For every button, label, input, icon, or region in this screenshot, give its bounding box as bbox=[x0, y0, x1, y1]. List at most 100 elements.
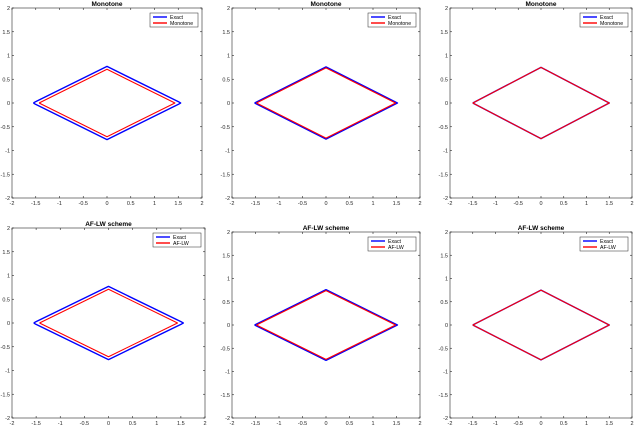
legend-entry: AF-LW bbox=[600, 245, 616, 251]
y-tick-label: 2 bbox=[445, 6, 448, 12]
x-tick-label: -1.5 bbox=[31, 421, 40, 426]
y-tick-label: 1.5 bbox=[222, 253, 230, 259]
x-tick-label: 0.5 bbox=[346, 421, 354, 426]
x-tick-label: -1.5 bbox=[468, 201, 477, 207]
y-tick-label: -2 bbox=[443, 196, 448, 202]
x-tick-label: 2 bbox=[200, 201, 203, 207]
x-tick-label: 1 bbox=[585, 421, 588, 426]
subplot-2: -2 -1.5 -1 -0.5 0 0.5 1 1.5 2 -2 -1.5 -1 -0.5 0 0.5 1 1.… bbox=[221, 1, 422, 207]
x-tick-label: 2 bbox=[203, 421, 206, 426]
series-line-af-lw bbox=[256, 290, 397, 360]
y-tick-label: -2 bbox=[5, 196, 10, 202]
series-line-exact bbox=[33, 65, 182, 141]
x-tick-label: 1 bbox=[153, 201, 156, 207]
y-tick-label: 2 bbox=[7, 226, 10, 232]
subplot-title: AF-LW scheme bbox=[85, 221, 132, 228]
x-tick-label: -1.5 bbox=[251, 201, 260, 207]
subplot-title: AF-LW scheme bbox=[518, 225, 565, 232]
x-tick-label: 0 bbox=[539, 421, 542, 426]
x-tick-label: -0.5 bbox=[79, 201, 88, 207]
y-tick-label: 1.5 bbox=[2, 30, 10, 36]
x-tick-label: -0.5 bbox=[514, 201, 523, 207]
x-tick-label: 1 bbox=[371, 421, 374, 426]
x-tick-label: -0.5 bbox=[298, 201, 307, 207]
y-tick-label: 1.5 bbox=[222, 30, 230, 36]
y-tick-label: 0 bbox=[227, 101, 230, 107]
legend-entry: Exact bbox=[388, 239, 402, 245]
x-tick-label: 0 bbox=[324, 201, 327, 207]
legend-entry: Exact bbox=[388, 15, 402, 21]
x-tick-label: 2 bbox=[630, 201, 633, 207]
x-tick-label: 0 bbox=[107, 421, 110, 426]
x-tick-label: 0 bbox=[539, 201, 542, 207]
x-tick-label: -1 bbox=[493, 421, 498, 426]
y-tick-label: 2 bbox=[227, 230, 230, 236]
subplot-5: -2 -1.5 -1 -0.5 0 0.5 1 1.5 2 -2 -1.5 -1 -0.5 0 0.5 1 1.… bbox=[221, 225, 422, 426]
y-tick-label: 2 bbox=[7, 6, 10, 12]
y-tick-label: -2 bbox=[225, 416, 230, 422]
y-tick-label: -1.5 bbox=[221, 172, 230, 178]
subplot-title: Monotone bbox=[91, 1, 122, 8]
subplot-1: -2 -1.5 -1 -0.5 0 0.5 1 1.5 2 -2 -1.5 -1 -0.5 0 0.5 1 1.… bbox=[1, 1, 204, 207]
x-tick-label: 0.5 bbox=[129, 421, 137, 426]
y-tick-label: 0 bbox=[227, 323, 230, 329]
legend-entry: Exact bbox=[600, 15, 614, 21]
y-tick-label: -1 bbox=[443, 370, 448, 376]
y-tick-label: -0.5 bbox=[1, 345, 10, 351]
subplot-title: Monotone bbox=[525, 1, 556, 8]
x-tick-label: -2 bbox=[10, 421, 15, 426]
y-tick-label: 1 bbox=[227, 54, 230, 60]
y-tick-label: 0 bbox=[445, 323, 448, 329]
x-tick-label: 1 bbox=[585, 201, 588, 207]
x-tick-label: -2 bbox=[230, 421, 235, 426]
x-tick-label: 1.5 bbox=[177, 421, 185, 426]
x-tick-label: -1.5 bbox=[251, 421, 260, 426]
x-tick-label: 2 bbox=[630, 421, 633, 426]
x-tick-label: 0.5 bbox=[127, 201, 135, 207]
subplot-6: -2 -1.5 -1 -0.5 0 0.5 1 1.5 2 -2 -1.5 -1 -0.5 0 0.5 1 1.… bbox=[439, 225, 634, 426]
x-tick-label: 2 bbox=[418, 201, 421, 207]
x-tick-label: 0 bbox=[105, 201, 108, 207]
x-tick-label: 1.5 bbox=[393, 421, 401, 426]
x-tick-label: 1.5 bbox=[605, 201, 613, 207]
y-tick-label: -1.5 bbox=[1, 392, 10, 398]
y-tick-label: 1 bbox=[445, 277, 448, 283]
subplot-title: AF-LW scheme bbox=[303, 225, 350, 232]
y-tick-label: 0 bbox=[7, 101, 10, 107]
x-tick-label: 0.5 bbox=[346, 201, 354, 207]
series-line-af-lw bbox=[39, 288, 179, 358]
y-tick-label: -1 bbox=[225, 149, 230, 155]
subplot-title: Monotone bbox=[310, 1, 341, 8]
y-tick-label: -0.5 bbox=[1, 125, 10, 131]
y-tick-label: 1.5 bbox=[2, 250, 10, 256]
legend-entry: Monotone bbox=[600, 21, 623, 27]
x-tick-label: -1 bbox=[57, 201, 62, 207]
legend-entry: AF-LW bbox=[173, 241, 189, 247]
y-tick-label: 0 bbox=[7, 321, 10, 327]
x-tick-label: -2 bbox=[230, 201, 235, 207]
series-line-exact bbox=[33, 285, 184, 361]
y-tick-label: 1 bbox=[7, 54, 10, 60]
y-tick-label: 0.5 bbox=[2, 77, 10, 83]
y-tick-label: 0.5 bbox=[440, 300, 448, 306]
x-tick-label: -2 bbox=[448, 201, 453, 207]
axes-box bbox=[449, 231, 633, 419]
y-tick-label: -0.5 bbox=[221, 125, 230, 131]
y-tick-label: -2 bbox=[225, 196, 230, 202]
axes-box bbox=[231, 7, 421, 199]
x-tick-label: 0 bbox=[324, 421, 327, 426]
y-tick-label: 2 bbox=[445, 230, 448, 236]
y-tick-label: 0.5 bbox=[2, 297, 10, 303]
x-tick-label: -0.5 bbox=[514, 421, 523, 426]
y-tick-label: -1 bbox=[5, 369, 10, 375]
x-tick-label: -1 bbox=[277, 201, 282, 207]
x-tick-label: 0.5 bbox=[560, 421, 568, 426]
y-tick-label: -1.5 bbox=[439, 172, 448, 178]
series-line-af-lw bbox=[472, 289, 610, 361]
subplot-3: -2 -1.5 -1 -0.5 0 0.5 1 1.5 2 -2 -1.5 -1 -0.5 0 0.5 1 1.… bbox=[439, 1, 634, 207]
y-tick-label: -2 bbox=[443, 416, 448, 422]
x-tick-label: 1 bbox=[371, 201, 374, 207]
x-tick-label: -1 bbox=[58, 421, 63, 426]
x-tick-label: -1 bbox=[277, 421, 282, 426]
x-tick-label: -1.5 bbox=[468, 421, 477, 426]
